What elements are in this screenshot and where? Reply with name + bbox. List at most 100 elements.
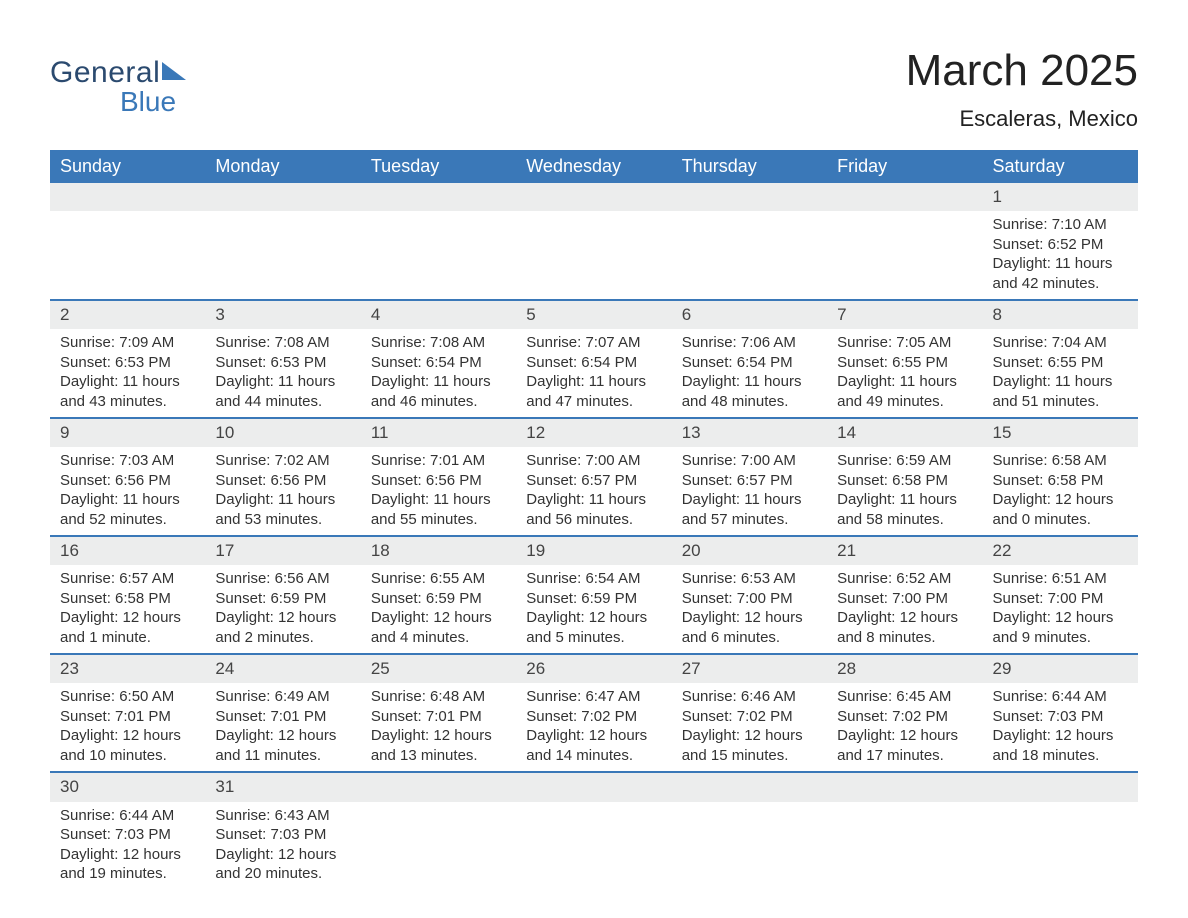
sunrise-line: Sunrise: 6:51 AM (993, 569, 1128, 589)
daylight-line: and 46 minutes. (371, 392, 506, 412)
sunset-line: Sunset: 7:00 PM (993, 589, 1128, 609)
daylight-line: Daylight: 11 hours (371, 372, 506, 392)
day-number-cell: 3 (205, 300, 360, 329)
day-number-cell: 12 (516, 418, 671, 447)
day-number-cell: 28 (827, 654, 982, 683)
page-title: March 2025 (906, 46, 1138, 96)
day-number-cell: 1 (983, 183, 1138, 211)
day-header: Saturday (983, 150, 1138, 183)
sunset-line: Sunset: 7:03 PM (60, 825, 195, 845)
daylight-line: and 49 minutes. (837, 392, 972, 412)
day-number-cell: 7 (827, 300, 982, 329)
day-number-cell (516, 183, 671, 211)
day-content-cell: Sunrise: 6:45 AMSunset: 7:02 PMDaylight:… (827, 683, 982, 772)
day-content-cell: Sunrise: 7:08 AMSunset: 6:54 PMDaylight:… (361, 329, 516, 418)
daylight-line: Daylight: 12 hours (371, 726, 506, 746)
day-content-cell (827, 211, 982, 300)
location-subtitle: Escaleras, Mexico (906, 106, 1138, 132)
sunset-line: Sunset: 7:00 PM (837, 589, 972, 609)
daylight-line: and 19 minutes. (60, 864, 195, 884)
sunrise-line: Sunrise: 7:03 AM (60, 451, 195, 471)
week-daynum-row: 2345678 (50, 300, 1138, 329)
sunset-line: Sunset: 6:59 PM (526, 589, 661, 609)
logo: General Blue (50, 56, 186, 118)
sunset-line: Sunset: 6:57 PM (526, 471, 661, 491)
sunrise-line: Sunrise: 7:02 AM (215, 451, 350, 471)
daylight-line: Daylight: 12 hours (993, 608, 1128, 628)
sunset-line: Sunset: 6:56 PM (215, 471, 350, 491)
sunrise-line: Sunrise: 7:09 AM (60, 333, 195, 353)
sunrise-line: Sunrise: 7:00 AM (682, 451, 817, 471)
sunset-line: Sunset: 7:00 PM (682, 589, 817, 609)
day-number-cell: 8 (983, 300, 1138, 329)
sunrise-line: Sunrise: 6:58 AM (993, 451, 1128, 471)
sunrise-line: Sunrise: 6:52 AM (837, 569, 972, 589)
sunrise-line: Sunrise: 7:07 AM (526, 333, 661, 353)
daylight-line: Daylight: 11 hours (60, 490, 195, 510)
sunset-line: Sunset: 7:02 PM (526, 707, 661, 727)
day-header: Sunday (50, 150, 205, 183)
daylight-line: Daylight: 12 hours (993, 490, 1128, 510)
week-content-row: Sunrise: 6:57 AMSunset: 6:58 PMDaylight:… (50, 565, 1138, 654)
daylight-line: Daylight: 12 hours (215, 845, 350, 865)
logo-text-general: General (50, 56, 160, 90)
sunrise-line: Sunrise: 6:55 AM (371, 569, 506, 589)
sunset-line: Sunset: 6:54 PM (371, 353, 506, 373)
day-number-cell: 2 (50, 300, 205, 329)
sunrise-line: Sunrise: 7:05 AM (837, 333, 972, 353)
daylight-line: and 42 minutes. (993, 274, 1128, 294)
day-header: Friday (827, 150, 982, 183)
sunset-line: Sunset: 7:01 PM (60, 707, 195, 727)
sunrise-line: Sunrise: 6:46 AM (682, 687, 817, 707)
daylight-line: Daylight: 11 hours (215, 372, 350, 392)
day-header: Wednesday (516, 150, 671, 183)
sunrise-line: Sunrise: 6:56 AM (215, 569, 350, 589)
week-content-row: Sunrise: 7:09 AMSunset: 6:53 PMDaylight:… (50, 329, 1138, 418)
day-number-cell: 16 (50, 536, 205, 565)
daylight-line: Daylight: 12 hours (837, 726, 972, 746)
day-content-cell: Sunrise: 7:00 AMSunset: 6:57 PMDaylight:… (516, 447, 671, 536)
day-content-cell: Sunrise: 7:05 AMSunset: 6:55 PMDaylight:… (827, 329, 982, 418)
day-number-cell (50, 183, 205, 211)
day-content-cell (827, 802, 982, 890)
day-number-cell: 31 (205, 772, 360, 801)
day-content-cell (50, 211, 205, 300)
day-number-cell: 9 (50, 418, 205, 447)
day-number-cell: 13 (672, 418, 827, 447)
daylight-line: and 47 minutes. (526, 392, 661, 412)
daylight-line: Daylight: 12 hours (371, 608, 506, 628)
day-number-cell: 10 (205, 418, 360, 447)
day-number-cell (827, 183, 982, 211)
sunset-line: Sunset: 6:56 PM (60, 471, 195, 491)
sunrise-line: Sunrise: 7:08 AM (371, 333, 506, 353)
daylight-line: and 18 minutes. (993, 746, 1128, 766)
day-content-cell: Sunrise: 7:01 AMSunset: 6:56 PMDaylight:… (361, 447, 516, 536)
day-header: Thursday (672, 150, 827, 183)
day-content-cell (672, 211, 827, 300)
sunrise-line: Sunrise: 6:48 AM (371, 687, 506, 707)
day-content-cell (361, 802, 516, 890)
day-number-cell: 30 (50, 772, 205, 801)
sunset-line: Sunset: 6:59 PM (371, 589, 506, 609)
daylight-line: and 1 minute. (60, 628, 195, 648)
day-number-cell: 27 (672, 654, 827, 683)
day-header: Monday (205, 150, 360, 183)
day-content-cell: Sunrise: 6:47 AMSunset: 7:02 PMDaylight:… (516, 683, 671, 772)
day-number-cell: 19 (516, 536, 671, 565)
day-content-cell: Sunrise: 6:56 AMSunset: 6:59 PMDaylight:… (205, 565, 360, 654)
daylight-line: and 51 minutes. (993, 392, 1128, 412)
daylight-line: and 56 minutes. (526, 510, 661, 530)
sunrise-line: Sunrise: 6:45 AM (837, 687, 972, 707)
day-content-cell: Sunrise: 7:08 AMSunset: 6:53 PMDaylight:… (205, 329, 360, 418)
day-number-cell (516, 772, 671, 801)
day-content-cell: Sunrise: 7:07 AMSunset: 6:54 PMDaylight:… (516, 329, 671, 418)
sunrise-line: Sunrise: 6:47 AM (526, 687, 661, 707)
day-number-cell: 15 (983, 418, 1138, 447)
day-content-cell: Sunrise: 6:54 AMSunset: 6:59 PMDaylight:… (516, 565, 671, 654)
day-content-cell: Sunrise: 6:59 AMSunset: 6:58 PMDaylight:… (827, 447, 982, 536)
daylight-line: and 17 minutes. (837, 746, 972, 766)
sunset-line: Sunset: 6:59 PM (215, 589, 350, 609)
day-content-cell: Sunrise: 6:44 AMSunset: 7:03 PMDaylight:… (983, 683, 1138, 772)
day-number-cell: 17 (205, 536, 360, 565)
daylight-line: and 9 minutes. (993, 628, 1128, 648)
